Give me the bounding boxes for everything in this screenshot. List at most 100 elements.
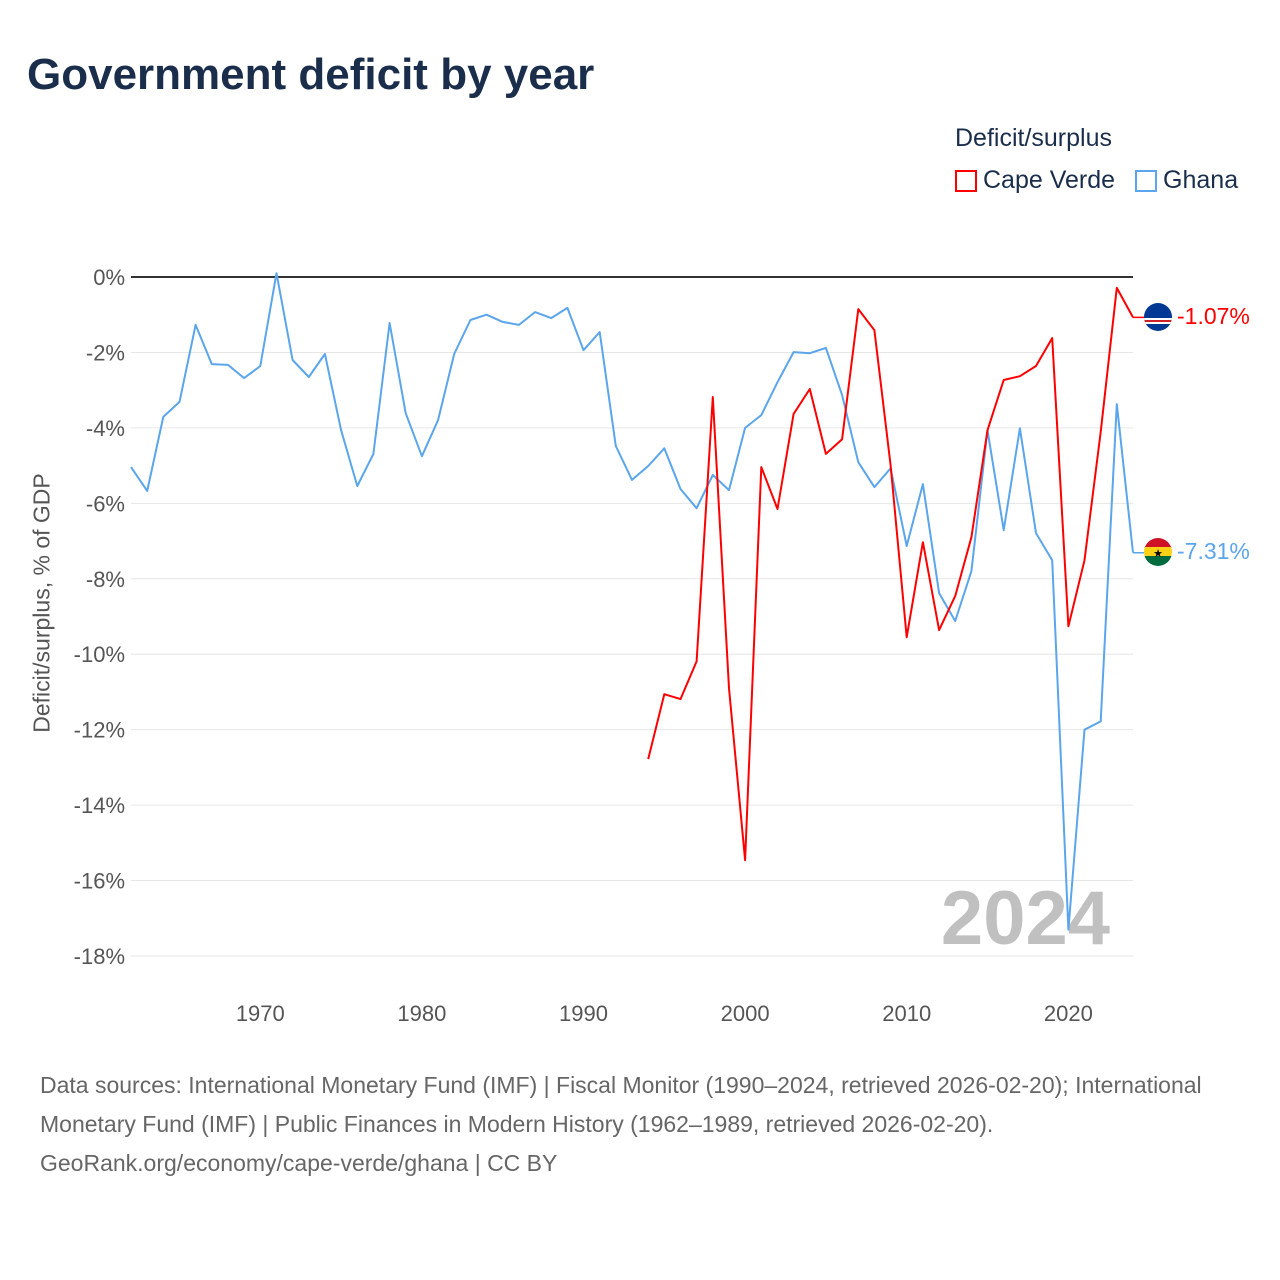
data-point[interactable] — [193, 322, 199, 328]
data-point[interactable] — [855, 459, 861, 465]
data-point[interactable] — [677, 696, 683, 702]
data-point[interactable] — [306, 374, 312, 380]
data-point[interactable] — [855, 306, 861, 312]
data-point[interactable] — [726, 685, 732, 691]
data-point[interactable] — [257, 363, 263, 369]
data-point[interactable] — [225, 362, 231, 368]
x-tick-label: 1970 — [236, 1001, 285, 1026]
legend-item-cape-verde[interactable]: Cape Verde — [955, 166, 1115, 195]
data-point[interactable] — [1049, 335, 1055, 341]
data-point[interactable] — [871, 484, 877, 490]
legend-label: Cape Verde — [983, 166, 1116, 194]
data-point[interactable] — [548, 315, 554, 321]
data-point[interactable] — [273, 270, 279, 276]
data-point[interactable] — [613, 443, 619, 449]
data-point[interactable] — [435, 417, 441, 423]
data-point[interactable] — [952, 618, 958, 624]
data-point[interactable] — [1017, 425, 1023, 431]
data-point[interactable] — [467, 317, 473, 323]
data-point[interactable] — [871, 327, 877, 333]
data-point[interactable] — [419, 453, 425, 459]
data-point[interactable] — [694, 658, 700, 664]
data-point[interactable] — [1082, 727, 1088, 733]
data-point[interactable] — [564, 305, 570, 311]
data-point[interactable] — [1033, 363, 1039, 369]
data-point[interactable] — [742, 857, 748, 863]
data-point[interactable] — [1098, 429, 1104, 435]
data-point[interactable] — [387, 320, 393, 326]
data-point[interactable] — [1082, 557, 1088, 563]
data-point[interactable] — [209, 361, 215, 367]
data-point[interactable] — [839, 436, 845, 442]
data-point[interactable] — [1033, 530, 1039, 536]
data-point[interactable] — [904, 634, 910, 640]
data-point[interactable] — [742, 425, 748, 431]
data-point[interactable] — [661, 445, 667, 451]
data-point[interactable] — [1065, 623, 1071, 629]
data-point[interactable] — [1001, 527, 1007, 533]
data-point[interactable] — [807, 350, 813, 356]
data-point[interactable] — [823, 451, 829, 457]
data-point[interactable] — [758, 412, 764, 418]
data-point[interactable] — [968, 534, 974, 540]
data-point[interactable] — [936, 590, 942, 596]
legend-swatch-ghana — [1135, 169, 1158, 192]
data-point[interactable] — [1001, 377, 1007, 383]
data-point[interactable] — [1049, 557, 1055, 563]
data-point[interactable] — [904, 543, 910, 549]
data-point[interactable] — [354, 483, 360, 489]
data-point[interactable] — [710, 472, 716, 478]
data-point[interactable] — [290, 357, 296, 363]
data-point[interactable] — [791, 349, 797, 355]
data-point[interactable] — [128, 464, 134, 470]
data-point[interactable] — [920, 539, 926, 545]
data-point[interactable] — [403, 410, 409, 416]
legend-item-ghana[interactable]: Ghana — [1135, 166, 1238, 195]
ghana-flag-icon: ★ — [1144, 538, 1172, 566]
data-point[interactable] — [774, 379, 780, 385]
data-point[interactable] — [936, 627, 942, 633]
data-point[interactable] — [807, 386, 813, 392]
data-point[interactable] — [888, 462, 894, 468]
data-point[interactable] — [1098, 718, 1104, 724]
data-point[interactable] — [451, 351, 457, 357]
data-point[interactable] — [500, 319, 506, 325]
data-point[interactable] — [758, 464, 764, 470]
credit-link[interactable]: GeoRank.org/economy/cape-verde/ghana | C… — [40, 1150, 558, 1176]
data-point[interactable] — [677, 486, 683, 492]
data-point[interactable] — [597, 329, 603, 335]
data-point[interactable] — [241, 375, 247, 381]
data-point[interactable] — [839, 392, 845, 398]
data-point[interactable] — [322, 351, 328, 357]
data-point[interactable] — [694, 505, 700, 511]
data-point[interactable] — [516, 322, 522, 328]
data-point[interactable] — [645, 756, 651, 762]
data-point[interactable] — [581, 347, 587, 353]
data-point[interactable] — [144, 488, 150, 494]
data-point[interactable] — [920, 481, 926, 487]
data-point[interactable] — [1114, 401, 1120, 407]
data-point[interactable] — [629, 477, 635, 483]
data-point[interactable] — [484, 312, 490, 318]
data-point[interactable] — [774, 506, 780, 512]
data-point[interactable] — [823, 345, 829, 351]
cape-verde-flag-icon — [1144, 303, 1172, 331]
data-point[interactable] — [645, 463, 651, 469]
data-point[interactable] — [710, 394, 716, 400]
series-line-ghana — [130, 272, 1134, 931]
data-point[interactable] — [532, 309, 538, 315]
data-point[interactable] — [952, 593, 958, 599]
data-point[interactable] — [726, 487, 732, 493]
data-point[interactable] — [968, 568, 974, 574]
data-point[interactable] — [176, 399, 182, 405]
data-point[interactable] — [338, 427, 344, 433]
data-point[interactable] — [1017, 373, 1023, 379]
data-point[interactable] — [661, 691, 667, 697]
data-point[interactable] — [160, 414, 166, 420]
footer: Data sources: International Monetary Fun… — [40, 1066, 1240, 1183]
data-point[interactable] — [791, 411, 797, 417]
data-point[interactable] — [985, 427, 991, 433]
data-point[interactable] — [370, 451, 376, 457]
data-point[interactable] — [1065, 927, 1071, 933]
data-point[interactable] — [1114, 285, 1120, 291]
